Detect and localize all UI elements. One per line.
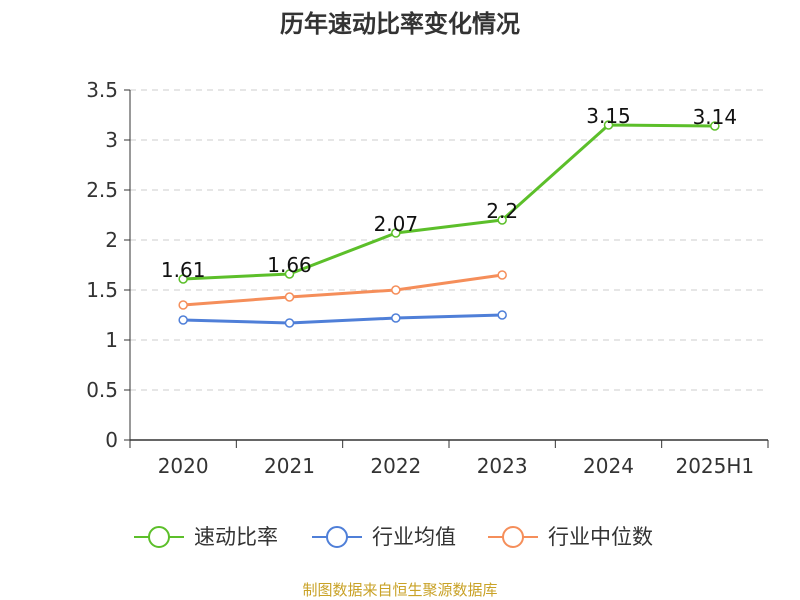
- y-tick-label: 3.5: [86, 78, 118, 102]
- axes: 0 0.5 1 1.5 2 2.5 3 3.5 2020 2021 2022 2023 2024 2025…: [86, 78, 769, 478]
- series-line: [183, 313, 503, 325]
- data-point[interactable]: [284, 318, 295, 328]
- data-point[interactable]: [497, 215, 507, 225]
- series-layer: [178, 120, 720, 328]
- x-tick-label: 2023: [477, 454, 528, 478]
- legend[interactable]: 速动比率 行业均值 行业中位数: [134, 525, 653, 549]
- x-tick-label: 2021: [264, 454, 315, 478]
- data-point[interactable]: [391, 285, 401, 295]
- data-point[interactable]: [603, 120, 614, 130]
- y-tick-label: 2.5: [86, 178, 118, 202]
- x-tick-label: 2025H1: [675, 454, 754, 478]
- data-label: 3.14: [693, 105, 738, 129]
- legend-marker-icon: [326, 526, 348, 548]
- data-point[interactable]: [178, 300, 188, 310]
- data-point[interactable]: [178, 274, 188, 284]
- legend-item[interactable]: 速动比率: [134, 525, 278, 549]
- chart-title: 历年速动比率变化情况: [280, 10, 520, 38]
- legend-label: 速动比率: [194, 525, 278, 549]
- legend-item[interactable]: 行业中位数: [488, 525, 653, 549]
- x-tick-label: 2022: [370, 454, 421, 478]
- data-point[interactable]: [178, 315, 188, 325]
- data-point[interactable]: [710, 121, 720, 131]
- data-label: 3.15: [586, 104, 631, 128]
- y-tick-label: 0: [105, 428, 118, 452]
- data-point[interactable]: [284, 269, 295, 279]
- x-tick-label: 2020: [158, 454, 209, 478]
- data-point[interactable]: [497, 270, 507, 280]
- source-note: 制图数据来自恒生聚源数据库: [302, 581, 497, 599]
- data-label: 1.66: [267, 253, 312, 277]
- data-point[interactable]: [284, 292, 295, 302]
- x-tick-label: 2024: [583, 454, 634, 478]
- series-line: [183, 273, 503, 307]
- y-tick-label: 0.5: [86, 378, 118, 402]
- legend-item[interactable]: 行业均值: [312, 525, 456, 549]
- data-label: 2.07: [374, 212, 419, 236]
- y-tick-label: 2: [105, 228, 118, 252]
- legend-label: 行业均值: [372, 525, 456, 549]
- y-tick-label: 3: [105, 128, 118, 152]
- grid-lines: [130, 89, 768, 391]
- data-point[interactable]: [497, 310, 507, 320]
- y-tick-label: 1.5: [86, 278, 118, 302]
- data-point[interactable]: [391, 228, 401, 238]
- data-label: 2.2: [486, 199, 518, 223]
- data-label: 1.61: [161, 258, 206, 282]
- data-labels: 1.61 1.66 2.07 2.2 3.15 3.14: [161, 104, 737, 282]
- legend-marker-icon: [148, 526, 170, 548]
- data-point[interactable]: [391, 313, 401, 323]
- y-tick-label: 1: [105, 328, 118, 352]
- series-line: [183, 123, 715, 281]
- legend-marker-icon: [502, 526, 524, 548]
- legend-label: 行业中位数: [548, 525, 653, 549]
